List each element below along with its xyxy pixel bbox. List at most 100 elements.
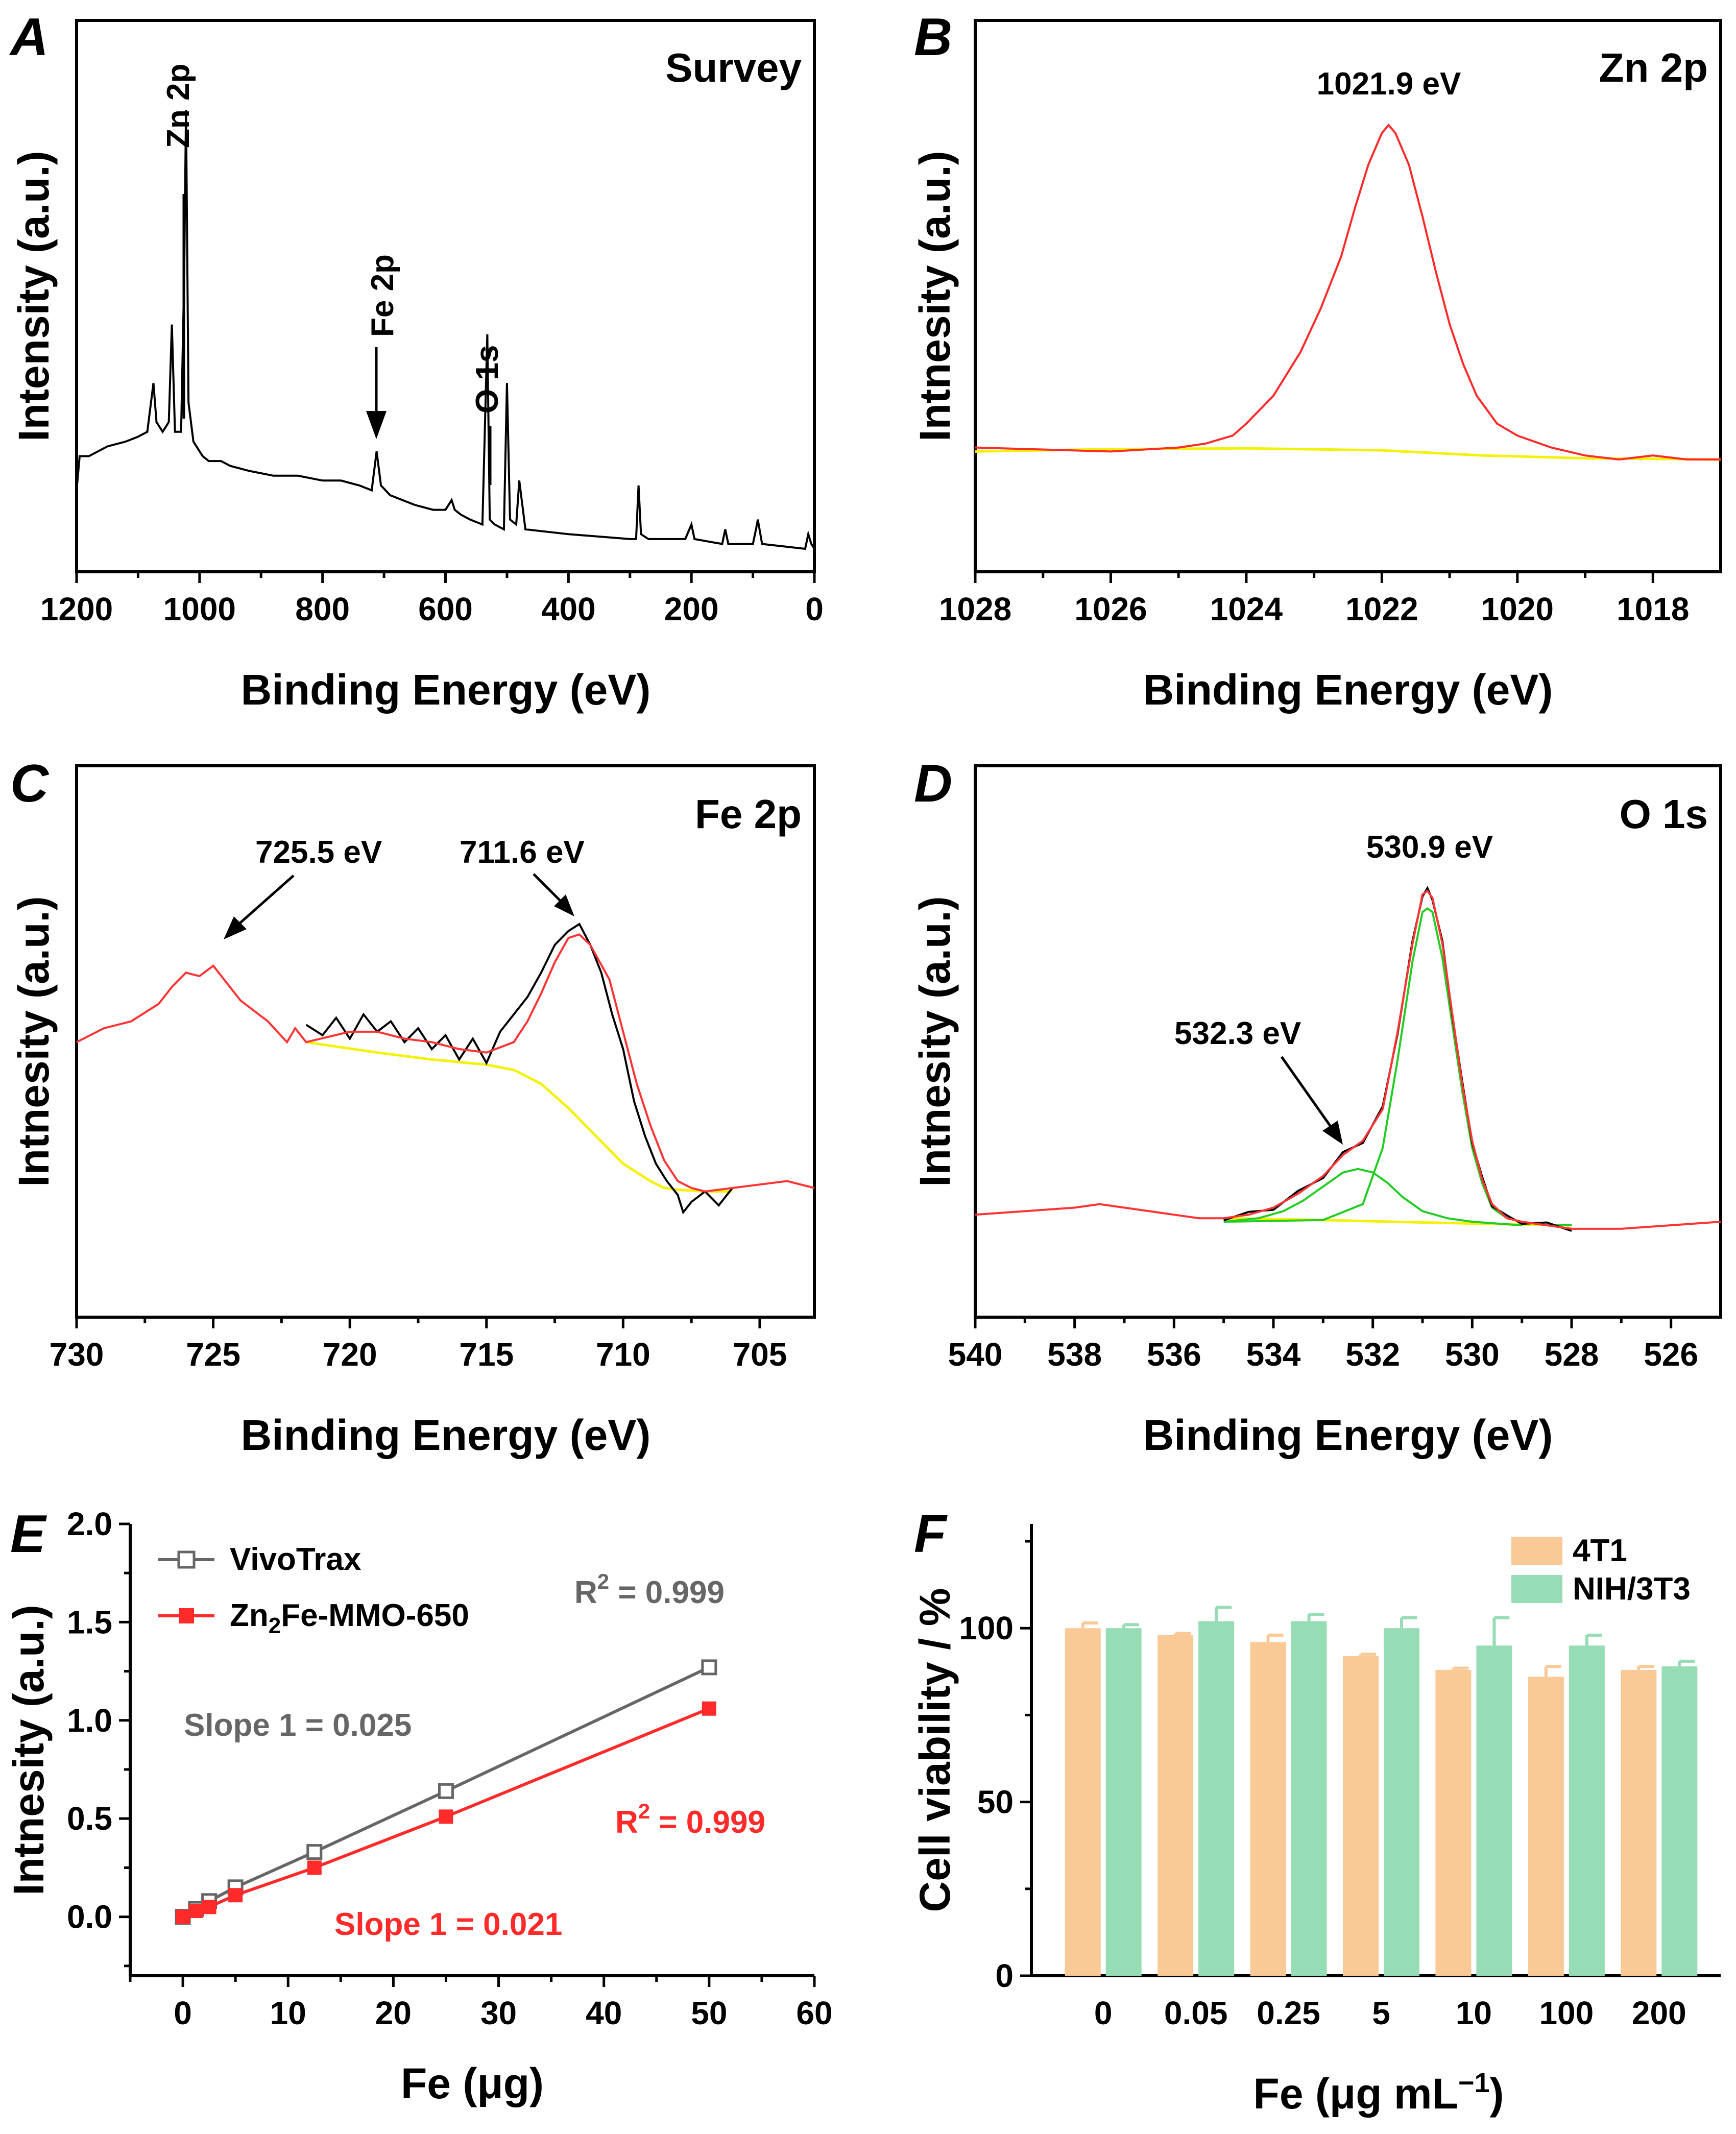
x-axis-label-d: Binding Energy (eV) [1143, 1411, 1553, 1459]
bar [1065, 1628, 1101, 1976]
annotation-o1s: O 1s [470, 345, 505, 414]
x-axis-label-b: Binding Energy (eV) [1143, 666, 1553, 714]
x-tick-label: 528 [1545, 1336, 1599, 1373]
x-tick-label: 20 [375, 1995, 412, 2031]
ticks-e: 0 10 20 30 40 50 60 0.0 0.5 1.0 1.5 2.0 [67, 1506, 833, 2031]
x-tick-label: 0 [1094, 1995, 1113, 2031]
bar [1569, 1645, 1605, 1976]
legend-f: 4T1 NIH/3T3 [1511, 1533, 1691, 1607]
bars-f [1065, 1606, 1698, 1976]
y-axis-label-c: Intnesity (a.u.) [10, 896, 58, 1186]
x-tick-label: 1024 [1210, 591, 1283, 627]
x-tick-label: 1028 [939, 591, 1011, 627]
legend-marker-vivotrax [177, 1550, 196, 1569]
component-530-line [1223, 907, 1572, 1226]
legend-swatch-nih3t3 [1511, 1575, 1562, 1603]
panel-d: D O 1s Intnesity (a.u.) Binding Energy (… [911, 754, 1722, 1459]
arrow-head-icon [554, 894, 574, 916]
x-tick-label: 532 [1345, 1336, 1400, 1373]
slope-zn2fe: Slope 1 = 0.021 [334, 1907, 562, 1942]
r2-zn2fe: R2 = 0.999 [615, 1799, 765, 1840]
y-axis-label-b: Intnesity (a.u.) [911, 151, 959, 441]
bar [1435, 1669, 1472, 1976]
legend-label-4t1: 4T1 [1573, 1533, 1627, 1568]
bar [1198, 1621, 1235, 1976]
x-tick-label: 526 [1644, 1336, 1698, 1373]
plot-frame-b [974, 19, 1722, 573]
x-ticks-b: 1028 1026 1024 1022 1020 1018 [939, 572, 1689, 627]
x-tick-label: 800 [295, 591, 350, 627]
data-point [438, 1783, 454, 1799]
slope-vivotrax: Slope 1 = 0.025 [184, 1708, 412, 1743]
chart-title-c: Fe 2p [695, 791, 802, 837]
ticks-f: 0 0.05 0.25 5 10 100 200 0 50 100 [959, 1540, 1686, 2031]
x-tick-label: 1018 [1617, 591, 1689, 627]
panel-label-d: D [914, 754, 952, 813]
r2-vivotrax: R2 = 0.999 [574, 1569, 725, 1610]
bar [1105, 1628, 1142, 1976]
y-tick-label: 100 [959, 1610, 1014, 1646]
data-point [188, 1904, 203, 1919]
bar [1476, 1645, 1512, 1976]
x-tick-label: 1200 [40, 591, 113, 627]
x-tick-label: 705 [733, 1336, 787, 1373]
x-tick-label: 538 [1047, 1336, 1102, 1373]
x-ticks-c: 730 725 720 715 710 705 [50, 1317, 787, 1373]
x-tick-label: 200 [1632, 1995, 1686, 2031]
legend-label-vivotrax: VivoTrax [230, 1542, 361, 1577]
x-tick-label: 5 [1372, 1995, 1390, 2031]
survey-spectrum-line [76, 110, 815, 550]
background-line-b [975, 447, 1721, 461]
y-tick-label: 0 [995, 1957, 1014, 1994]
peak-label-1021: 1021.9 eV [1317, 66, 1461, 102]
data-point [306, 1844, 323, 1860]
panel-label-a: A [9, 8, 49, 67]
x-tick-label: 400 [541, 591, 596, 627]
bar [1384, 1628, 1419, 1976]
x-tick-label: 60 [796, 1995, 832, 2031]
x-axis-label-c: Binding Energy (eV) [241, 1411, 651, 1459]
panel-f: F 0 0.05 0.25 5 10 100 200 0 50 100 Cell viabilit… [911, 1505, 1721, 2118]
x-tick-label: 540 [948, 1336, 1003, 1373]
data-point [202, 1900, 216, 1914]
arrow-head-icon [1322, 1121, 1343, 1145]
peak-label-711: 711.6 eV [460, 835, 585, 870]
plot-frame-c [75, 764, 816, 1319]
bar [1621, 1669, 1657, 1976]
panel-b: B Zn 2p Intnesity (a.u.) Binding Energy … [911, 8, 1722, 714]
data-point [701, 1659, 717, 1676]
panel-e: E 0 10 20 30 40 50 60 0.0 0.5 1.0 1.5 2.0 Intnesity… [5, 1505, 833, 2107]
legend-swatch-4t1 [1511, 1537, 1562, 1565]
background-line-c [306, 1040, 733, 1193]
arrow-head-icon [224, 916, 247, 939]
x-tick-label: 200 [664, 591, 719, 627]
x-tick-label: 0.25 [1257, 1995, 1320, 2031]
arrow-head-icon [366, 411, 387, 439]
x-tick-label: 100 [1539, 1995, 1594, 2031]
legend-marker-zn2fe [179, 1608, 194, 1623]
panel-label-e: E [10, 1505, 47, 1564]
peak-label-725: 725.5 eV [255, 835, 382, 870]
x-tick-label: 720 [323, 1336, 377, 1373]
panel-c: C Fe 2p Intnesity (a.u.) Binding Energy … [10, 754, 816, 1459]
x-tick-label: 30 [480, 1995, 517, 2031]
peak-label-532: 532.3 eV [1174, 1016, 1301, 1051]
bar [1158, 1635, 1194, 1976]
y-tick-label: 0.5 [67, 1800, 112, 1837]
zn2p-spectrum-line [975, 123, 1721, 461]
x-tick-label: 536 [1147, 1336, 1201, 1373]
x-tick-label: 0 [174, 1995, 192, 2031]
chart-title-b: Zn 2p [1599, 45, 1708, 90]
legend-label-nih3t3: NIH/3T3 [1573, 1571, 1691, 1607]
x-tick-label: 10 [1456, 1995, 1492, 2031]
legend-label-zn2fe: Zn2Fe-MMO-650 [230, 1598, 469, 1638]
panel-label-c: C [10, 754, 50, 813]
fe2p-raw-line [305, 923, 733, 1215]
x-tick-label: 715 [459, 1336, 514, 1373]
x-tick-label: 1020 [1481, 591, 1554, 627]
x-tick-label: 10 [270, 1995, 306, 2031]
x-tick-label: 534 [1246, 1336, 1301, 1373]
y-tick-label: 2.0 [67, 1506, 112, 1542]
o1s-envelope-line [975, 889, 1721, 1230]
